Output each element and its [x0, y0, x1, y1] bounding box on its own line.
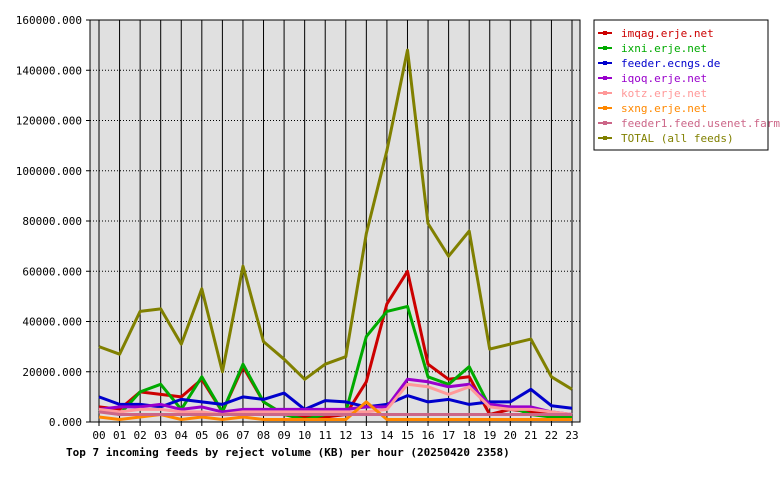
- x-tick-label: 07: [236, 429, 249, 442]
- y-tick-label: 160000.000: [16, 14, 82, 27]
- x-tick-label: 10: [298, 429, 311, 442]
- x-tick-label: 09: [277, 429, 290, 442]
- chart-title: Top 7 incoming feeds by reject volume (K…: [66, 446, 510, 459]
- series-line: [98, 48, 573, 391]
- legend-marker: [603, 61, 607, 65]
- series-line: [98, 377, 573, 416]
- series-line: [98, 387, 573, 411]
- legend-label: feeder.ecngs.de: [621, 57, 720, 70]
- legend-label: sxng.erje.net: [621, 102, 707, 115]
- x-tick-label: 17: [442, 429, 455, 442]
- legend-label: kotz.erje.net: [621, 87, 707, 100]
- axes: [89, 19, 581, 423]
- y-tick-labels: 0.000 20000.000 40000.000 60000.000 80000.00…: [16, 14, 82, 429]
- legend-label: ixni.erje.net: [621, 42, 707, 55]
- x-tick-label: 03: [154, 429, 167, 442]
- legend-box: [593, 19, 769, 151]
- y-tick-label: 60000.000: [22, 265, 82, 278]
- legend-label: imqag.erje.net: [621, 27, 714, 40]
- y-tick-label: 120000.000: [16, 115, 82, 128]
- legend-marker: [603, 136, 607, 140]
- legend-marker: [603, 106, 607, 110]
- y-tick-label: 80000.000: [22, 215, 82, 228]
- x-tick-label: 12: [339, 429, 352, 442]
- x-tick-label: 18: [463, 429, 476, 442]
- series-line: [98, 410, 572, 416]
- x-tick-label: 16: [421, 429, 434, 442]
- legend-marker: [603, 76, 607, 80]
- series-line: [98, 400, 572, 421]
- x-tick-label: 23: [565, 429, 578, 442]
- x-tick-label: 01: [113, 429, 126, 442]
- x-tick-label: 13: [360, 429, 373, 442]
- legend-marker: [603, 121, 607, 125]
- y-tick-label: 0.000: [49, 416, 82, 429]
- legend: imqag.erje.net ixni.erje.net feeder.ecngs.…: [598, 27, 780, 145]
- legend-marker: [603, 31, 607, 35]
- y-tick-label: 140000.000: [16, 64, 82, 77]
- x-tick-labels: 00 01 02 03 04 05 06 07 08 09 10 11 12 13 14 15 16 17 18 19…: [92, 429, 578, 442]
- legend-marker: [603, 91, 607, 95]
- y-tick-label: 100000.000: [16, 165, 82, 178]
- x-tick-label: 14: [380, 429, 394, 442]
- y-tick-label: 40000.000: [22, 316, 82, 329]
- series-lines: [98, 48, 573, 421]
- x-tick-label: 02: [134, 429, 147, 442]
- x-tick-label: 19: [483, 429, 496, 442]
- legend-marker: [603, 46, 607, 50]
- x-tick-label: 08: [257, 429, 270, 442]
- x-tick-label: 04: [175, 429, 189, 442]
- x-tick-label: 21: [524, 429, 537, 442]
- y-tick-label: 20000.000: [22, 366, 82, 379]
- x-tick-label: 05: [195, 429, 208, 442]
- x-tick-label: 22: [545, 429, 558, 442]
- x-tick-label: 20: [504, 429, 517, 442]
- x-tick-label: 00: [92, 429, 105, 442]
- x-tick-label: 15: [401, 429, 414, 442]
- x-tick-label: 11: [319, 429, 332, 442]
- plot-frame: [89, 19, 581, 423]
- legend-label: iqoq.erje.net: [621, 72, 707, 85]
- legend-label: feeder1.feed.usenet.farm: [621, 117, 780, 130]
- legend-label: TOTAL (all feeds): [621, 132, 734, 145]
- x-tick-label: 06: [216, 429, 229, 442]
- series-line: [98, 382, 573, 416]
